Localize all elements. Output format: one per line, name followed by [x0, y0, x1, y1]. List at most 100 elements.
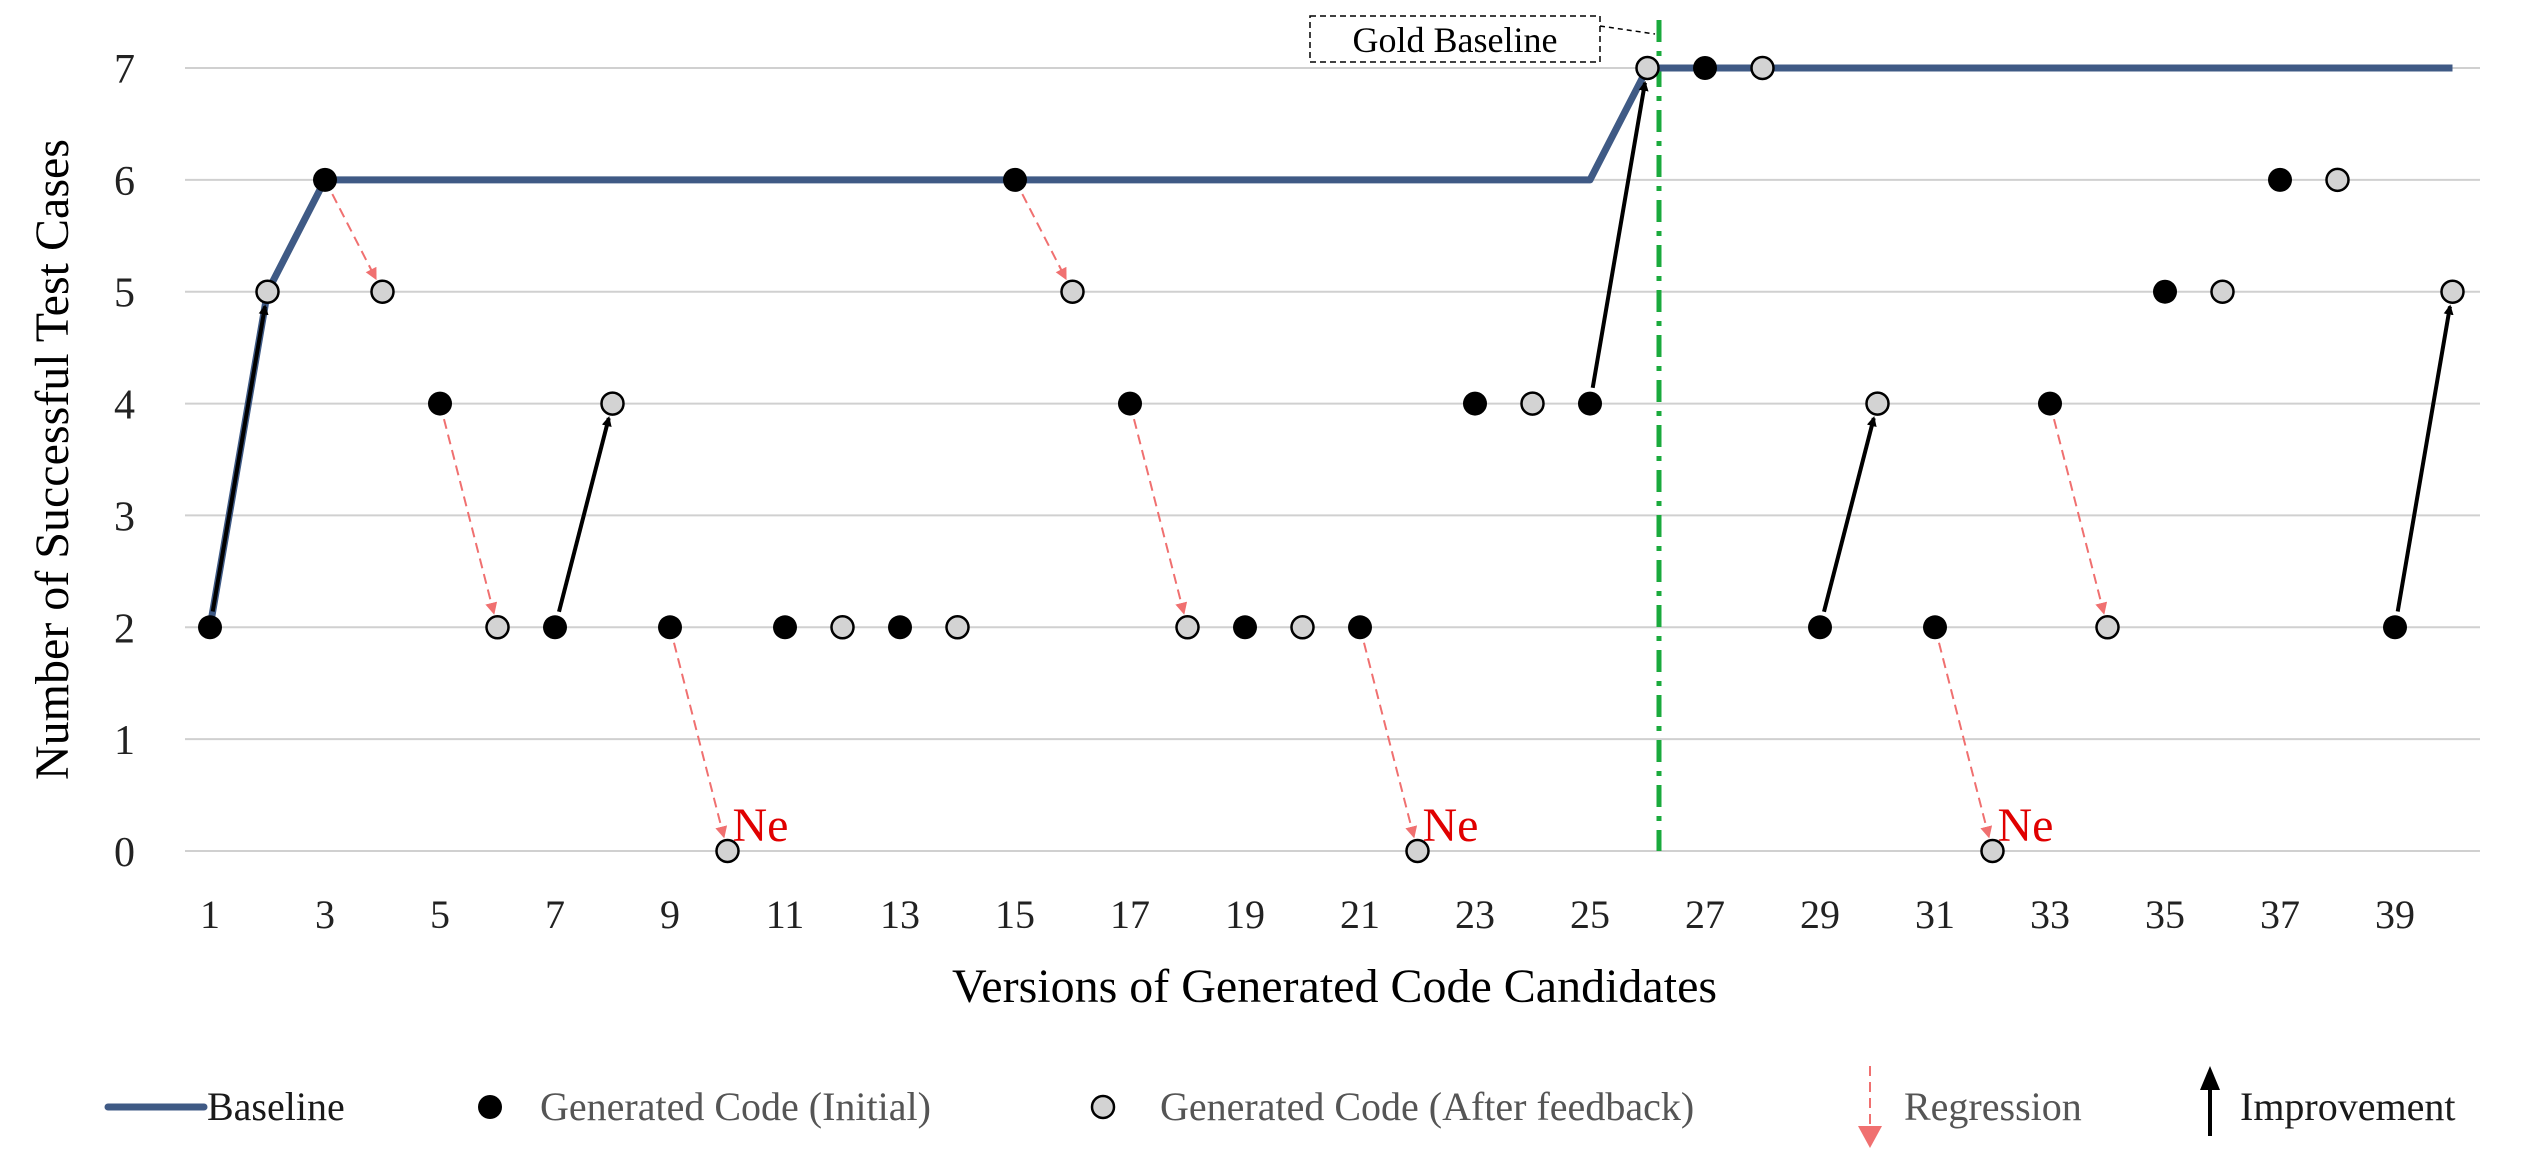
x-tick-label: 39 [2375, 892, 2415, 937]
x-tick-label: 1 [200, 892, 220, 937]
x-axis-label: Versions of Generated Code Candidates [952, 960, 1717, 1013]
x-tick-label: 5 [430, 892, 450, 937]
regression-arrow [1021, 193, 1067, 281]
initial-point [1808, 615, 1832, 640]
x-tick-label: 25 [1570, 892, 1610, 937]
after-feedback-point [1175, 615, 1200, 640]
regression-arrow [331, 193, 377, 281]
regression-arrow [1938, 642, 1993, 839]
after-feedback-point [2325, 167, 2350, 193]
x-tick-label: 37 [2260, 892, 2300, 937]
initial-point [2383, 615, 2407, 640]
after-feedback-point [2440, 279, 2465, 304]
x-tick-label: 7 [545, 892, 565, 937]
after-feedback-point [485, 615, 510, 640]
x-axis-ticks: 1 3 5 7 9 11 13 15 17 19 21 23 25 27 29 31 33 35 37 39 [200, 892, 2415, 937]
y-tick-label: 1 [114, 718, 135, 764]
initial-point [773, 615, 797, 640]
grid [185, 67, 2480, 852]
x-tick-label: 23 [1455, 892, 1495, 937]
regression-arrow [673, 642, 728, 839]
gold-baseline-box [1309, 15, 1601, 63]
legend-swatch-head [2200, 1066, 2220, 1090]
improvement-arrow [1590, 80, 1649, 389]
after-feedback-point [255, 279, 280, 304]
gold-baseline-leader [1599, 25, 1656, 35]
x-tick-label: 31 [1915, 892, 1955, 937]
improvement-arrow [2395, 304, 2454, 612]
regression-arrow [443, 418, 498, 615]
initial-point [1578, 391, 1602, 416]
after-feedback-point [1405, 838, 1430, 864]
x-tick-label: 17 [1110, 892, 1150, 937]
initial-point [1118, 391, 1142, 416]
y-tick-label: 4 [114, 383, 135, 429]
after-feedback-point [1635, 55, 1660, 81]
y-tick-label: 7 [114, 47, 135, 93]
after-feedback-point [1290, 615, 1315, 640]
legend-swatch [478, 1095, 502, 1119]
x-tick-label: 13 [880, 892, 920, 937]
y-tick-label: 6 [114, 159, 135, 205]
legend-item-after: Generated Code (After feedback) [1090, 1084, 1694, 1129]
y-axis-ticks: 0 1 2 3 4 5 6 7 [114, 47, 135, 876]
after-feedback-point [600, 391, 625, 416]
ne-labels: Ne Ne Ne [733, 799, 2054, 852]
after-feedback-point [1060, 279, 1085, 304]
legend-label: Baseline [207, 1084, 345, 1129]
improvement-arrows [210, 80, 2454, 613]
improvement-arrow [557, 416, 612, 613]
x-tick-label: 19 [1225, 892, 1265, 937]
initial-point [1923, 615, 1947, 640]
gold-baseline-callout: Gold Baseline [1309, 15, 1656, 63]
x-tick-label: 3 [315, 892, 335, 937]
y-tick-label: 2 [114, 606, 135, 652]
initial-point [658, 615, 682, 640]
legend-label: Generated Code (After feedback) [1160, 1084, 1694, 1129]
regression-arrow [1363, 642, 1418, 839]
after-feedback-point [1980, 838, 2005, 864]
initial-point [543, 615, 567, 640]
x-tick-label: 35 [2145, 892, 2185, 937]
after-feedback-point [2095, 615, 2120, 640]
regression-arrows [331, 193, 2108, 839]
initial-point [1003, 167, 1027, 192]
initial-point [2268, 167, 2292, 192]
initial-point [2153, 279, 2177, 304]
legend-swatch [1090, 1094, 1116, 1120]
x-tick-label: 11 [766, 892, 805, 937]
x-tick-label: 21 [1340, 892, 1380, 937]
improvement-arrow [1822, 416, 1877, 613]
initial-point [313, 167, 337, 192]
legend-item-improvement: Improvement [2200, 1066, 2456, 1136]
x-tick-label: 29 [1800, 892, 1840, 937]
legend-item-regression: Regression [1858, 1066, 2082, 1148]
after-feedback-point [370, 279, 395, 304]
initial-point [888, 615, 912, 640]
initial-point [428, 391, 452, 416]
initial-point [198, 615, 222, 640]
legend-label: Generated Code (Initial) [540, 1084, 931, 1129]
initial-points [198, 56, 2407, 640]
after-feedback-point [1865, 391, 1890, 416]
legend-label: Improvement [2240, 1084, 2456, 1129]
y-tick-label: 3 [114, 494, 135, 540]
baseline-series-line [206, 64, 2453, 628]
initial-point [2038, 391, 2062, 416]
x-tick-label: 9 [660, 892, 680, 937]
legend-swatch-head [1858, 1126, 1882, 1148]
ne-label: Ne [1423, 799, 1479, 852]
initial-point [1463, 391, 1487, 416]
ne-label: Ne [1998, 799, 2054, 852]
improvement-arrow [210, 304, 269, 612]
after-feedback-point [830, 615, 855, 640]
initial-point [1233, 615, 1257, 640]
regression-arrow [2053, 418, 2108, 615]
legend-item-line: Baseline [104, 1084, 345, 1129]
after-feedback-point [2210, 279, 2235, 304]
regression-arrow [1133, 418, 1188, 615]
after-feedback-points [255, 55, 2465, 864]
x-tick-label: 33 [2030, 892, 2070, 937]
gold-baseline-label: Gold Baseline [1353, 20, 1558, 60]
